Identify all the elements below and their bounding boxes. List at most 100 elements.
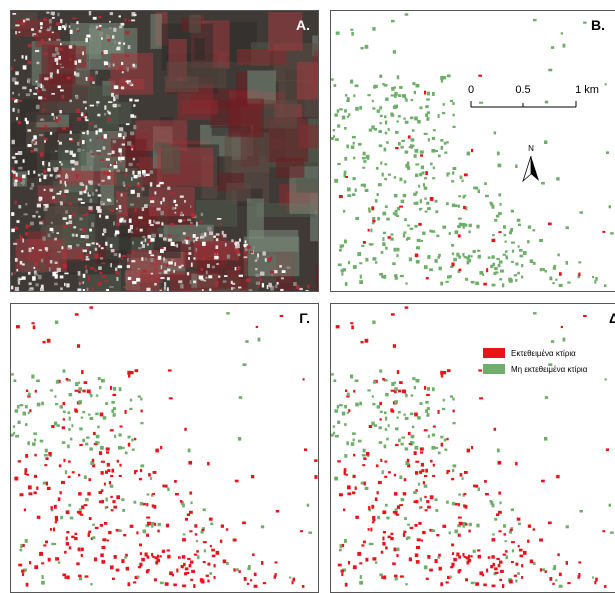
roof <box>36 81 38 83</box>
roof <box>101 180 104 182</box>
roof <box>47 168 50 172</box>
building <box>28 412 30 414</box>
building <box>410 413 413 416</box>
building <box>505 550 508 552</box>
building <box>13 432 15 435</box>
roof <box>51 113 54 116</box>
building <box>482 574 484 577</box>
building <box>399 504 403 506</box>
building <box>341 273 343 276</box>
building <box>11 373 14 375</box>
roof <box>26 18 30 20</box>
building <box>139 478 142 480</box>
roof <box>171 242 175 246</box>
building <box>451 263 454 267</box>
building <box>197 555 200 559</box>
building <box>382 542 385 546</box>
building <box>383 531 386 533</box>
roof <box>34 274 38 276</box>
panel-d: Δ. Εκτεθειμένα κτίρια Μη εκτεθειμένα κτί… <box>330 303 615 593</box>
roof <box>207 264 210 268</box>
building <box>193 584 195 588</box>
roof <box>22 87 26 90</box>
roof <box>217 218 222 220</box>
building <box>511 210 514 213</box>
roof <box>270 271 274 274</box>
building <box>350 375 353 379</box>
building <box>188 461 192 465</box>
building <box>471 149 473 152</box>
roof <box>32 215 35 218</box>
building <box>422 232 426 235</box>
roof <box>58 117 61 121</box>
building <box>105 507 107 509</box>
building <box>169 397 173 399</box>
building <box>331 373 334 375</box>
building <box>494 267 498 270</box>
building <box>484 480 487 483</box>
roof <box>171 192 175 194</box>
roof <box>70 30 73 34</box>
building <box>78 400 82 404</box>
roof <box>78 60 81 63</box>
roof <box>108 101 112 103</box>
roof <box>59 161 61 163</box>
building <box>559 573 562 577</box>
roof <box>115 268 117 271</box>
building <box>555 579 557 581</box>
building <box>401 140 405 142</box>
roof <box>79 191 82 195</box>
roof <box>87 246 89 250</box>
roof <box>82 132 85 134</box>
roof <box>212 266 215 269</box>
roof <box>58 140 60 142</box>
building <box>414 149 418 153</box>
building <box>26 474 29 476</box>
building <box>82 390 85 393</box>
building <box>157 530 159 533</box>
building <box>440 282 443 286</box>
roof <box>56 119 58 123</box>
building <box>420 199 422 203</box>
building <box>450 395 453 397</box>
building <box>23 412 27 416</box>
roof <box>183 232 186 234</box>
building <box>87 492 91 495</box>
building <box>548 69 552 72</box>
building <box>101 500 104 503</box>
building <box>29 561 31 564</box>
building <box>364 184 366 188</box>
roof <box>125 18 127 21</box>
roof <box>11 212 14 216</box>
building <box>440 76 444 80</box>
roof <box>50 132 52 135</box>
roof <box>173 270 175 273</box>
building <box>201 529 204 531</box>
roof <box>17 220 20 223</box>
building <box>394 176 396 179</box>
building <box>391 313 395 316</box>
terrain-patch <box>166 62 225 88</box>
roof <box>128 45 131 49</box>
building <box>447 172 451 174</box>
building <box>445 581 448 583</box>
roof <box>137 163 139 165</box>
building <box>431 446 435 450</box>
building <box>67 445 70 449</box>
building <box>31 375 34 379</box>
building <box>381 276 385 279</box>
building <box>439 567 442 571</box>
building <box>473 187 475 190</box>
roof <box>28 225 31 227</box>
building <box>410 144 412 146</box>
building <box>407 536 410 539</box>
roof <box>117 47 121 51</box>
roof <box>54 283 58 286</box>
building <box>401 437 405 439</box>
building <box>355 380 359 383</box>
building <box>119 475 122 477</box>
roof <box>163 257 165 261</box>
building <box>102 538 106 541</box>
roof <box>159 272 162 274</box>
building <box>412 129 415 132</box>
